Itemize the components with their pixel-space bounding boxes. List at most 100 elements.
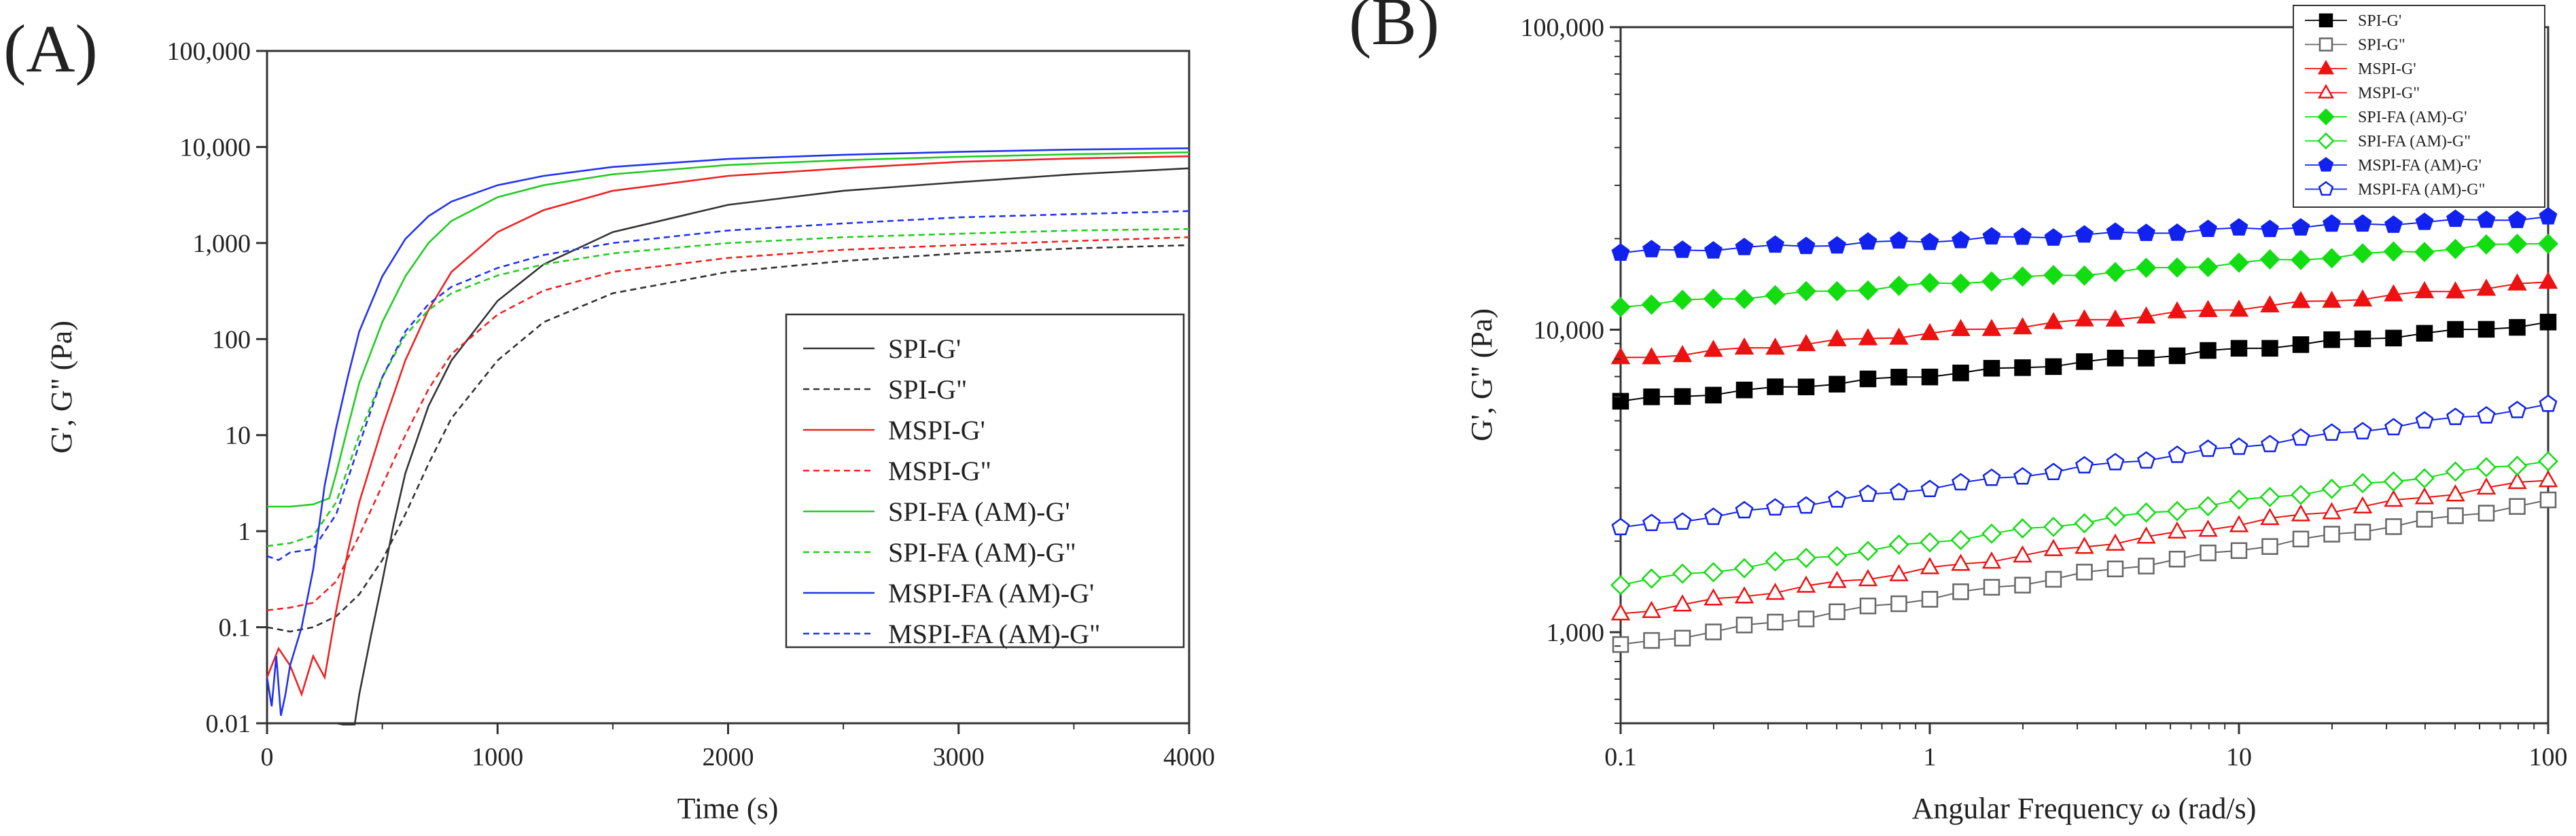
panel-b-x-tick-label: 10 [2226,743,2252,771]
panel-b-data-point [2476,456,2496,477]
panel-b-data-point [1703,288,1724,309]
panel-b-data-point [1921,368,1939,386]
panel-b-data-point [2076,564,2093,581]
panel-a-legend-label: SPI-FA (AM)-G' [888,496,1070,527]
panel-b-data-point [1765,583,1785,600]
panel-b-data-point [2539,206,2558,225]
panel-b-data-point [1858,328,1878,346]
panel-b-data-point [2229,515,2249,532]
panel-b-data-point [2446,484,2465,502]
panel-b-legend-label: MSPI-G" [2358,85,2420,103]
panel-b-data-point [1672,594,1693,612]
panel-a-legend-label: MSPI-G" [888,456,991,486]
panel-b-data-point [2013,545,2032,563]
panel-b-data-point [2415,411,2434,429]
panel-a-legend-label: MSPI-FA (AM)-G' [888,578,1094,608]
panel-a-y-tick-label: 1,000 [193,230,251,258]
panel-b-data-point [2012,266,2033,287]
panel-b-data-point [2167,257,2187,278]
panel-b-data-point [1796,280,1816,302]
panel-b-data-point [1704,588,1723,606]
panel-b-data-point [2261,219,2279,238]
panel-b-data-point [2292,530,2310,547]
panel-b-data-point [1796,575,1816,593]
panel-b-data-point [1797,378,1815,395]
panel-b-data-point [2538,272,2558,289]
panel-b-data-point [1642,600,1661,618]
panel-b-data-point [1890,482,1908,501]
panel-b-data-point [2013,467,2032,485]
panel-b-data-point [1641,294,1662,315]
panel-b-y-tick-label: 10,000 [1534,316,1605,344]
panel-b-data-point [2167,521,2187,539]
panel-b-data-point [1828,490,1846,508]
panel-b-data-point [2538,451,2558,472]
panel-b-data-point [2260,295,2280,313]
panel-b-data-point [2508,211,2526,228]
panel-b-data-point [2477,210,2496,228]
panel-b-legend-label: MSPI-FA (AM)-G" [2358,181,2485,199]
panel-b-data-point [2385,329,2402,347]
panel-b-data-point [2446,281,2465,299]
panel-b-data-point [1672,345,1693,363]
panel-b-data-point [1890,595,1907,613]
panel-b-data-point [2043,312,2064,329]
panel-b-data-point [2043,265,2064,286]
panel-b-legend-label: MSPI-FA (AM)-G' [2358,157,2482,175]
panel-b-data-point [2323,331,2340,348]
panel-b-data-point [2014,359,2031,376]
panel-b-data-point [2291,249,2311,270]
panel-b-data-point [2259,249,2280,270]
panel-b-data-point [2076,353,2093,370]
panel-b-data-point [1858,280,1878,301]
panel-b-data-point [1981,271,2002,292]
panel-b-data-point [1643,632,1660,649]
panel-b-data-point [2138,350,2155,367]
panel-a-x-tick-label: 1000 [472,743,523,771]
panel-a-series-group [266,147,1190,726]
panel-b-data-point [2507,273,2527,291]
panel-a-label: (A) [3,11,98,86]
panel-b-data-point [1920,479,1939,498]
panel-b-data-point [2045,570,2062,588]
panel-b-data-point [2198,299,2218,317]
panel-b-data-point [1611,517,1630,536]
panel-b-legend-marker [2317,108,2335,126]
panel-b-data-point [1952,473,1970,491]
panel-b-data-point [2321,248,2342,269]
panel-b-data-point [2383,241,2404,262]
panel-b-data-point [2229,437,2248,455]
panel-a-series-mspi-fa-am-g [266,147,1190,716]
panel-b-data-point [2075,225,2094,243]
panel-b-data-point [1766,235,1784,253]
panel-b-legend-label: SPI-FA (AM)-G' [2358,109,2467,126]
panel-b-data-point [1797,496,1816,514]
panel-b-legend: SPI-G' SPI-G" MSPI-G' MSPI-G" SPI-FA (AM)-G'… [2293,5,2545,208]
panel-b-legend-marker [2317,60,2335,75]
panel-a-series-spi-g [266,244,1190,633]
panel-b-data-point [2106,452,2125,471]
panel-b-data-point [2105,309,2125,327]
panel-b-data-point [1673,240,1692,258]
panel-a-legend-label: SPI-G' [888,333,961,364]
panel-a-series-mspi-g [266,236,1190,611]
panel-b-data-point [2352,243,2373,264]
panel-b-data-point [1951,319,1971,336]
panel-a-legend-label: SPI-FA (AM)-G" [888,537,1076,568]
panel-b-data-point [2384,215,2403,233]
panel-b-data-point [1642,240,1661,257]
panel-b-data-point [2075,309,2094,327]
panel-b-data-point [2136,502,2157,523]
panel-b-data-point [1950,273,1971,294]
panel-b-data-point [2229,489,2249,510]
panel-b-series-spi-fa-am-g [1610,451,2558,596]
panel-b-data-point [2230,340,2248,357]
panel-b-x-axis-label: Angular Frequency ω (rad/s) [1912,792,2257,825]
panel-b-data-point [1705,386,1722,404]
panel-b-data-point [1705,623,1722,640]
panel-b-data-point [1735,617,1753,634]
panel-b-legend-marker [2317,84,2335,98]
panel-b-data-point [1734,586,1754,604]
panel-b-legend-marker [2318,37,2333,52]
panel-b-data-point [2352,473,2373,494]
